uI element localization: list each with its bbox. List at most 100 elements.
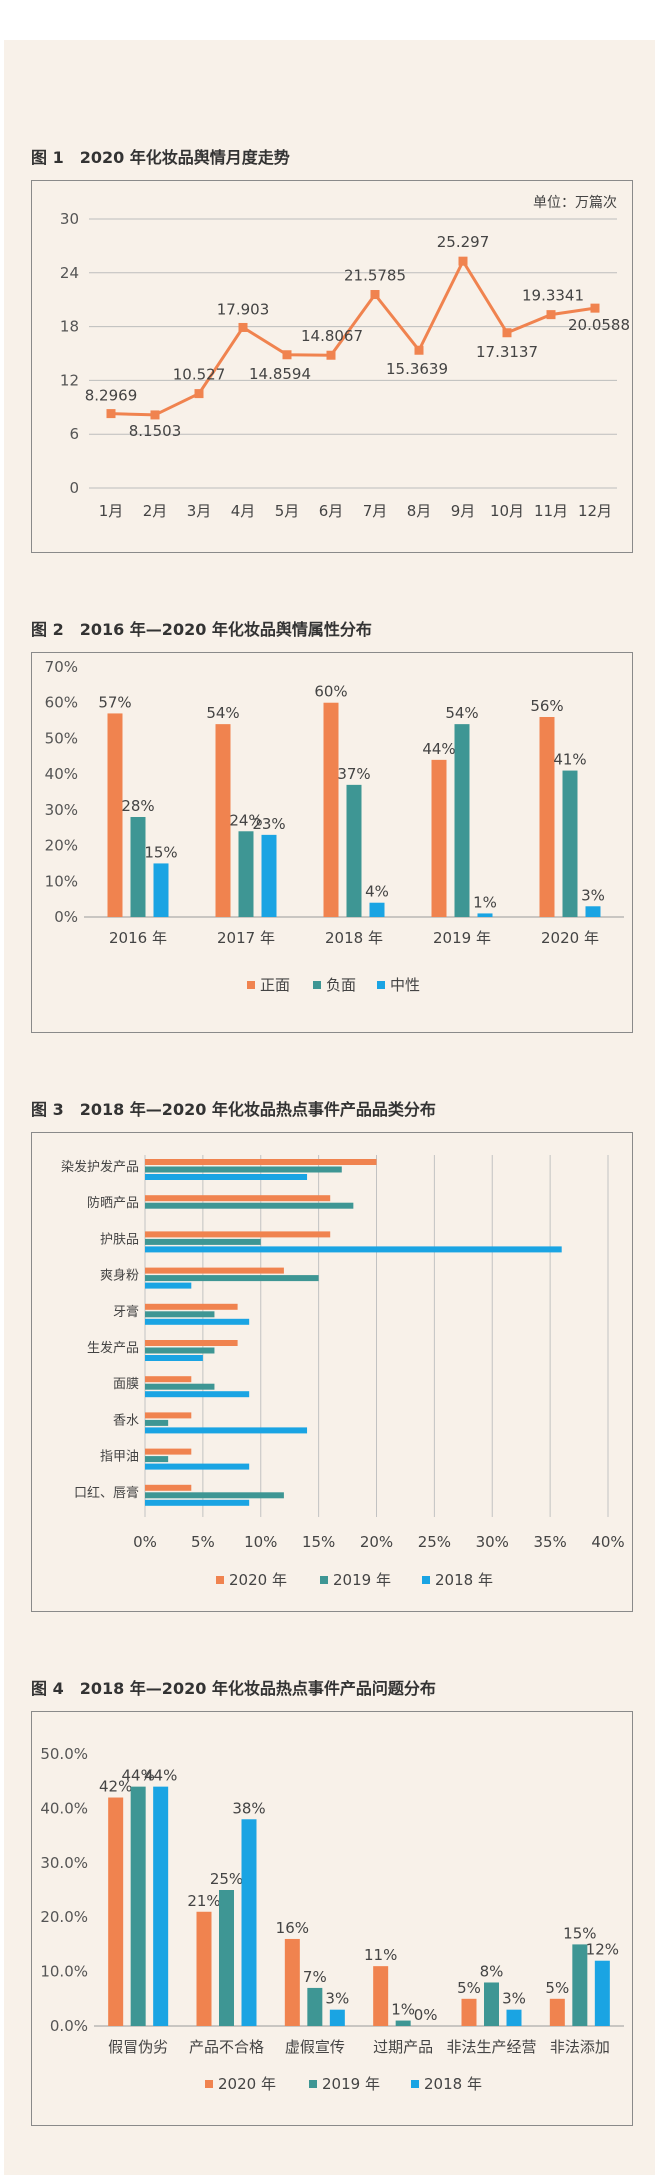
data-point (502, 328, 512, 338)
y-tick-label: 30 (60, 210, 79, 228)
bar (145, 1448, 192, 1455)
data-label: 4% (365, 883, 389, 901)
data-label: 28% (121, 797, 154, 815)
bar (539, 717, 555, 917)
data-point (458, 256, 468, 266)
y-tick-label: 30% (45, 801, 78, 819)
legend-label: 中性 (390, 976, 420, 994)
x-tick-label: 40% (591, 1533, 624, 1551)
y-tick-label: 60% (45, 694, 78, 712)
legend-label: 2018 年 (435, 1571, 493, 1589)
bar (461, 1998, 477, 2026)
bar (145, 1355, 203, 1361)
legend-label: 2019 年 (333, 1571, 391, 1589)
data-label: 8.1503 (129, 422, 182, 440)
x-tick-label: 2017 年 (217, 929, 275, 947)
bar (145, 1391, 250, 1398)
bar (145, 1419, 169, 1426)
bar (284, 1938, 300, 2026)
data-label: 3% (581, 886, 605, 904)
bar (145, 1318, 250, 1325)
data-label: 11% (364, 1946, 397, 1964)
data-label: 10.527 (173, 366, 226, 384)
x-tick-label: 4月 (231, 502, 256, 520)
bar (145, 1246, 562, 1253)
y-tick-label: 30.0% (40, 1854, 88, 1872)
legend-swatch (377, 981, 385, 989)
x-tick-label: 2016 年 (109, 929, 167, 947)
data-label: 25.297 (437, 233, 490, 251)
data-label: 44% (144, 1767, 177, 1785)
legend-label: 2019 年 (322, 2075, 380, 2093)
y-tick-label: 染发护发产品 (61, 1159, 139, 1175)
data-label: 17.903 (217, 300, 270, 318)
bar (196, 1911, 212, 2026)
y-tick-label: 0% (54, 908, 78, 926)
bar (145, 1463, 250, 1470)
data-label: 15% (144, 843, 177, 861)
data-label: 24% (229, 811, 262, 829)
figure-1-title: 图 1 2020 年化妆品舆情月度走势 (31, 148, 290, 167)
bar (549, 1998, 565, 2026)
x-tick-label: 2019 年 (433, 929, 491, 947)
bar (145, 1303, 238, 1310)
data-label: 54% (206, 704, 239, 722)
bar (145, 1282, 192, 1289)
data-label: 38% (232, 1799, 265, 1817)
legend-label: 负面 (326, 976, 356, 994)
bar (238, 831, 254, 917)
y-tick-label: 50.0% (40, 1745, 88, 1763)
data-label: 37% (337, 765, 370, 783)
x-tick-label: 产品不合格 (189, 2038, 264, 2056)
data-label: 3% (325, 1990, 349, 2008)
figure-3-chart: 0% 5% 10% 15% 20% 25% 30% 35% 40% 染发护发产品 防晒产品 护肤品 爽身… (31, 1132, 633, 1612)
y-tick-label: 口红、唇膏 (74, 1485, 139, 1501)
y-tick-label: 指甲油 (100, 1450, 139, 1465)
data-label: 15% (563, 1924, 596, 1942)
bar (219, 1890, 234, 2026)
legend-swatch (411, 2080, 419, 2088)
y-tick-label: 18 (60, 318, 79, 336)
x-tick-label: 25% (418, 1533, 451, 1551)
bar (145, 1202, 354, 1209)
data-point (106, 409, 116, 419)
x-tick-label: 假冒伪劣 (108, 2038, 168, 2056)
data-label: 21% (187, 1892, 220, 1910)
bar (145, 1159, 377, 1165)
y-tick-label: 10% (45, 872, 78, 890)
legend-label: 2020 年 (218, 2075, 276, 2093)
legend-swatch (320, 1576, 328, 1584)
x-tick-label: 2018 年 (325, 929, 383, 947)
bar (346, 784, 362, 917)
figure-3-title: 图 3 2018 年—2020 年化妆品热点事件产品品类分布 (31, 1100, 436, 1119)
page-background: 图 1 2020 年化妆品舆情月度走势 单位：万篇次 0 6 12 18 24 30 1月 2月… (4, 40, 655, 2175)
bar (145, 1275, 319, 1282)
data-label: 44% (121, 1767, 154, 1785)
x-tick-label: 10% (244, 1533, 277, 1551)
bar (145, 1484, 192, 1491)
figure-4-chart: 0.0% 10.0% 20.0% 30.0% 40.0% 50.0% 假冒伪劣 42% 44% 4… (31, 1711, 633, 2126)
x-tick-label: 1月 (99, 502, 124, 520)
bar (130, 817, 146, 917)
bar (241, 1819, 257, 2026)
grouped-bar-chart: 0.0%10.0%20.0%30.0%40.0%50.0%假冒伪劣42%44%4… (40, 1745, 624, 2093)
y-tick-label: 20% (45, 837, 78, 855)
bar (477, 913, 493, 917)
legend-label: 正面 (260, 976, 290, 994)
legend-swatch (216, 1576, 224, 1584)
y-tick-label: 0.0% (50, 2017, 88, 2035)
grouped-bar-chart: 0% 10% 20% 30% 40% 50% 60% 70% 2016 年 57% 28% 15% 20… (45, 658, 624, 994)
data-label: 1% (473, 893, 497, 911)
data-label: 14.8594 (249, 365, 311, 383)
legend-label: 2020 年 (229, 1571, 287, 1589)
data-label: 14.8067 (301, 327, 363, 345)
bar (215, 724, 231, 917)
x-tick-label: 30% (476, 1533, 509, 1551)
data-label: 1% (391, 2001, 415, 2019)
y-tick-label: 40.0% (40, 1799, 88, 1817)
y-tick-label: 护肤品 (100, 1232, 139, 1247)
bar (506, 2009, 522, 2026)
y-tick-label: 12 (60, 371, 79, 389)
y-tick-label: 40% (45, 765, 78, 783)
data-point (238, 322, 248, 332)
